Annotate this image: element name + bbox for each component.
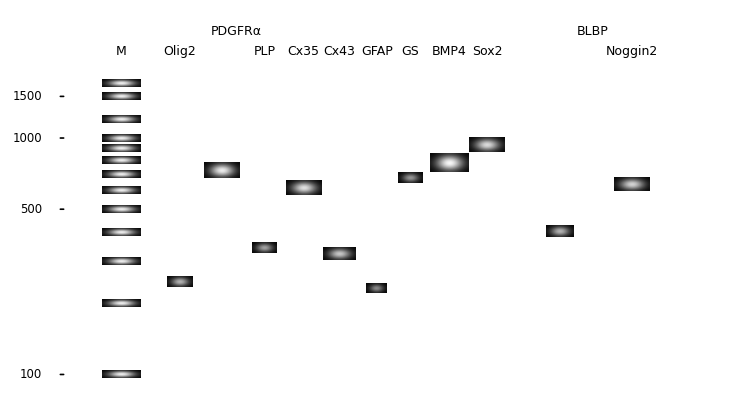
Text: Olig2: Olig2 bbox=[164, 45, 196, 58]
Text: GFAP: GFAP bbox=[361, 45, 393, 58]
Text: BMP4: BMP4 bbox=[432, 45, 467, 58]
Text: 100: 100 bbox=[20, 368, 42, 381]
Text: GS: GS bbox=[401, 45, 419, 58]
Text: BLBP: BLBP bbox=[576, 25, 608, 38]
Text: M: M bbox=[117, 45, 127, 58]
Text: PLP: PLP bbox=[253, 45, 275, 58]
Text: PDGFRα: PDGFRα bbox=[211, 25, 262, 38]
Text: Cx43: Cx43 bbox=[323, 45, 355, 58]
Text: Sox2: Sox2 bbox=[472, 45, 503, 58]
Text: 500: 500 bbox=[20, 203, 42, 216]
Text: 1000: 1000 bbox=[13, 132, 42, 144]
Text: Cx35: Cx35 bbox=[288, 45, 320, 58]
Text: Noggin2: Noggin2 bbox=[605, 45, 658, 58]
Text: 1500: 1500 bbox=[13, 90, 42, 103]
